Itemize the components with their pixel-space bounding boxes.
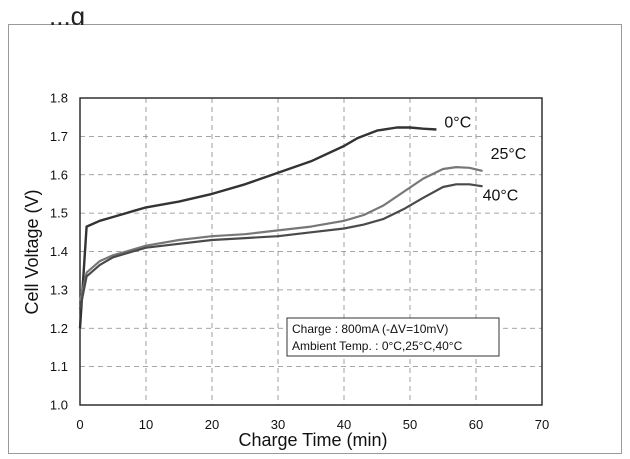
series-labels: 0°C 25°C 40°C [444,114,526,204]
y-tick-labels: 1.0 1.1 1.2 1.3 1.4 1.5 1.6 1.7 1.8 [50,91,68,413]
x-tick-label: 60 [469,417,483,432]
annotation-line-1: Charge : 800mA (-ΔV=10mV) [292,322,448,336]
series-label: 0°C [444,114,471,131]
x-tick-label: 10 [139,417,153,432]
y-tick-label: 1.7 [50,129,68,144]
y-tick-label: 1.2 [50,321,68,336]
figure-frame: ...g [8,11,622,454]
x-tick-label: 20 [205,417,219,432]
x-tick-label: 30 [271,417,285,432]
annotation-line-2: Ambient Temp. : 0°C,25°C,40°C [292,339,463,353]
annotation-box [286,317,500,357]
y-tick-label: 1.4 [50,244,68,259]
y-tick-label: 1.1 [50,359,68,374]
x-tick-labels: 0 10 20 30 40 50 60 70 [76,417,549,432]
plot-area-border [79,97,543,406]
x-tick-label: 70 [535,417,549,432]
y-tick-label: 1.8 [50,91,68,106]
cropped-title: ...g [49,11,169,25]
y-axis-title: Cell Voltage (V) [22,189,42,314]
x-axis-title: Charge Time (min) [238,430,387,450]
x-tick-label: 40 [337,417,351,432]
series-label: 40°C [483,187,519,204]
y-tick-label: 1.3 [50,282,68,297]
series-line [78,166,483,302]
series-line [78,183,483,310]
series-label: 25°C [491,146,527,163]
cropped-title-text: ...g [49,11,85,25]
series-lines [78,126,483,329]
grid-lines [80,98,542,405]
x-tick-label: 50 [403,417,417,432]
x-tick-label: 0 [76,417,83,432]
series-line [78,126,437,329]
y-tick-label: 1.0 [50,398,68,413]
y-tick-label: 1.5 [50,206,68,221]
y-tick-label: 1.6 [50,167,68,182]
